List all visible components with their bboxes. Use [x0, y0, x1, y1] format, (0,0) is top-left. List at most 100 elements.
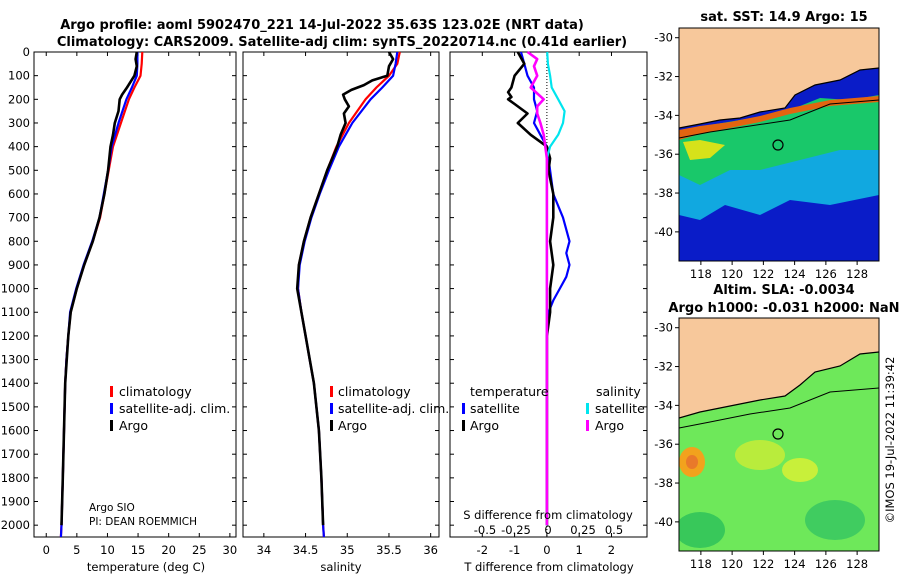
- legend-climatology: climatology: [338, 384, 411, 399]
- sla-high-patch: [782, 458, 818, 482]
- depth-tick-label: 700: [8, 211, 30, 225]
- depth-tick-label: 600: [8, 187, 30, 201]
- sla-land: [679, 318, 879, 418]
- series-argo: [295, 51, 395, 526]
- series-climatology: [59, 51, 144, 538]
- lat-tick-label: -32: [654, 360, 673, 374]
- lon-tick-label: 128: [846, 267, 868, 281]
- depth-tick-label: 900: [8, 258, 30, 272]
- lon-tick-label: 122: [752, 557, 774, 571]
- sst-map-frame: [678, 27, 880, 262]
- x-tick-label: 5: [73, 543, 80, 557]
- sst-yellow-patch: [683, 140, 725, 160]
- lat-tick-label: -36: [654, 437, 673, 451]
- depth-tick-label: 1700: [1, 447, 30, 461]
- lat-tick-label: -30: [654, 321, 673, 335]
- lat-tick-label: -30: [654, 31, 673, 45]
- depth-tick-label: 100: [8, 69, 30, 83]
- lon-tick-label: 122: [752, 267, 774, 281]
- pi-label: PI: DEAN ROEMMICH: [89, 516, 197, 528]
- x-tick-label: 35.5: [376, 543, 402, 557]
- depth-tick-label: 500: [8, 163, 30, 177]
- lon-tick-label: 126: [815, 267, 837, 281]
- sla-map-ticks: -30 -32 -34 -36 -38 -40 118 120 122 124 126 128: [654, 321, 868, 571]
- sla-map-title2: Argo h1000: -0.031 h2000: NaN: [668, 301, 899, 316]
- x-tick-label: 34: [257, 543, 272, 557]
- legend-salinity-header: salinity: [596, 384, 641, 399]
- x-tick-label: 15: [131, 543, 146, 557]
- depth-tick-label: 1000: [1, 282, 30, 296]
- legend-argo-swatch: [330, 420, 333, 431]
- x-tick-label: -2: [477, 543, 488, 557]
- x-tick-label: 35: [340, 543, 355, 557]
- depth-tick-label: 1600: [1, 424, 30, 438]
- lat-tick-label: -40: [654, 225, 673, 239]
- x-tick-label: 0: [543, 543, 550, 557]
- lon-tick-label: 120: [721, 267, 743, 281]
- salinity-legend: climatology satellite-adj. clim. Argo: [330, 384, 449, 433]
- s-tick: -0.25: [501, 523, 531, 537]
- x-tick-label: 30: [223, 543, 238, 557]
- depth-tick-label: 1400: [1, 376, 30, 390]
- legend-climatology: climatology: [119, 384, 192, 399]
- lon-tick-label: 124: [784, 557, 806, 571]
- legend-satellite-swatch: [330, 403, 333, 414]
- x-tick-label: 1: [576, 543, 583, 557]
- sla-coastline: [679, 351, 879, 419]
- legend-t-argo: Argo: [470, 418, 499, 433]
- temperature-panel: 0100200300400500600700800900100011001200…: [1, 45, 237, 557]
- depth-tick-label: 800: [8, 234, 30, 248]
- legend-argo: Argo: [338, 418, 367, 433]
- sst-shelf-contour: [679, 99, 879, 139]
- legend-satellite: satellite-adj. clim.: [119, 401, 230, 416]
- s-tick: -0.5: [474, 523, 496, 537]
- title-line2: Climatology: CARS2009. Satellite-adj cli…: [57, 35, 627, 50]
- sla-low-patch: [679, 512, 725, 548]
- x-tick-label: 20: [161, 543, 176, 557]
- legend-climatology-swatch: [110, 386, 113, 397]
- plot-frame: [33, 51, 237, 538]
- t-diff-xlabel: T difference from climatology: [463, 560, 634, 574]
- lat-tick-label: -38: [654, 476, 673, 490]
- depth-tick-label: 1500: [1, 400, 30, 414]
- difference-panel: -2 -1 0 1 2: [449, 50, 648, 557]
- lon-tick-label: 118: [690, 557, 712, 571]
- x-tick-label: 25: [192, 543, 207, 557]
- lat-tick-label: -36: [654, 147, 673, 161]
- x-tick-label: -1: [509, 543, 520, 557]
- legend-s-argo: Argo: [595, 418, 624, 433]
- series-climatology: [296, 51, 401, 538]
- depth-tick-label: 1900: [1, 495, 30, 509]
- lon-tick-label: 124: [784, 267, 806, 281]
- sla-low-patch: [805, 500, 865, 540]
- sla-shelf-contour: [679, 387, 879, 429]
- argo-sio-label: Argo SIO: [89, 502, 135, 514]
- depth-tick-label: 400: [8, 140, 30, 154]
- x-tick-label: 0: [43, 543, 50, 557]
- lon-tick-label: 128: [846, 557, 868, 571]
- legend-satellite: satellite-adj. clim.: [338, 401, 449, 416]
- depth-tick-label: 2000: [1, 518, 30, 532]
- s-diff-label: S difference from climatology: [463, 508, 633, 522]
- s-tick: 0: [544, 523, 551, 537]
- title-line1: Argo profile: aoml 5902470_221 14-Jul-20…: [60, 18, 584, 33]
- depth-tick-label: 1100: [1, 305, 30, 319]
- sla-map: [679, 318, 879, 551]
- plot-frame: [242, 51, 440, 538]
- salinity-xlabel: salinity: [320, 560, 361, 574]
- series-satellite-adj-clim: [59, 52, 139, 538]
- lat-tick-label: -34: [654, 398, 673, 412]
- depth-tick-label: 1200: [1, 329, 30, 343]
- sla-argo-marker: [772, 428, 784, 440]
- lon-tick-label: 126: [815, 557, 837, 571]
- s-tick: 0.25: [570, 523, 596, 537]
- plot-frame: [449, 51, 648, 538]
- sla-map-title1: Altim. SLA: -0.0034: [713, 283, 854, 298]
- sst-warm-front: [679, 96, 879, 140]
- s-tick: 0.5: [605, 523, 623, 537]
- sst-map-ticks: -30 -32 -34 -36 -38 -40 118 120 122 124 126 128: [654, 31, 868, 281]
- series-temperature-argo: [506, 51, 555, 526]
- copyright-footer: ©IMOS 19-Jul-2022 11:39:42: [883, 357, 897, 524]
- x-tick-label: 2: [608, 543, 615, 557]
